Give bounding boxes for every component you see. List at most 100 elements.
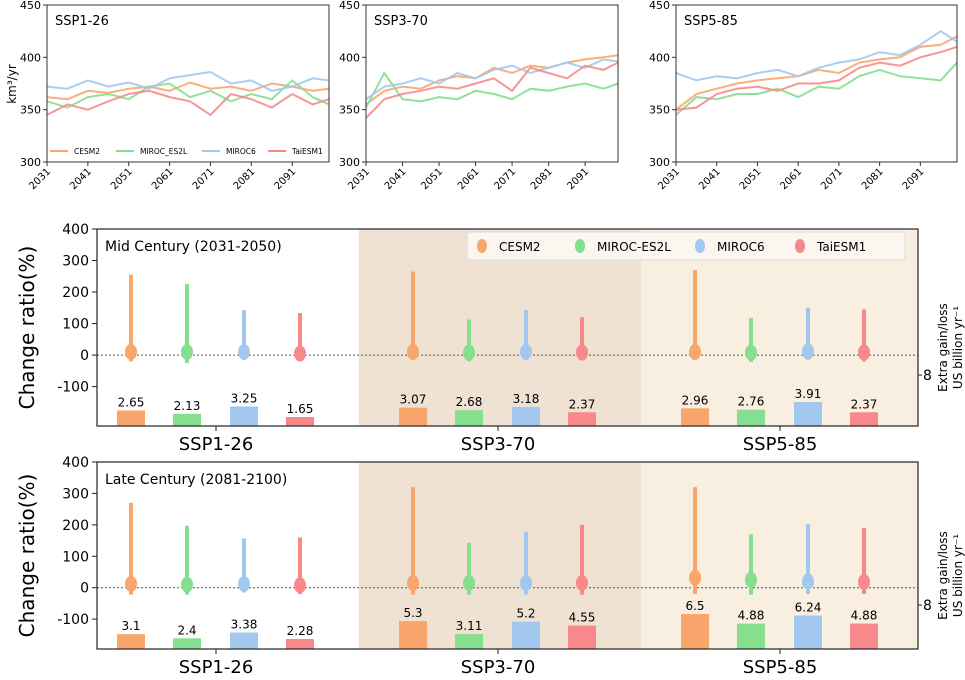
x-tick-label: SSP3-70 [461,657,536,676]
x-tick-label: 2031 [656,166,682,192]
x-tick-label: 2081 [232,166,258,192]
legend-marker [575,239,585,253]
median-dot-taiesm1 [576,344,588,361]
bar-value-label: 3.91 [795,387,822,401]
cost-bar-miroc-es2l [737,409,765,426]
x-tick-label: 2081 [529,166,555,192]
bar-value-label: 5.2 [516,607,535,621]
x-tick-label: 2041 [697,166,723,192]
median-dot-miroc6 [520,575,532,591]
cost-bar-cesm2 [117,634,145,649]
median-dot-miroc-es2l [463,344,475,361]
series-line-miroc_es2l [365,71,619,109]
x-tick-label: 2061 [150,166,176,192]
cost-bar-miroc-es2l [173,638,201,649]
y-tick-label: 0 [80,348,89,364]
bar-value-label: 5.3 [403,606,422,620]
y-tick-label: 400 [62,222,89,238]
y-tick-label: -100 [57,612,89,628]
cost-bar-miroc6 [512,621,540,649]
right-y-tick-label: 8 [923,368,932,384]
cost-bar-miroc6 [794,402,822,426]
x-tick-label: 2071 [492,166,518,192]
cost-bar-cesm2 [117,410,145,426]
bar-value-label: 2.37 [569,397,596,411]
y-tick-label: 300 [339,156,360,169]
bar-value-label: 2.13 [174,399,201,413]
series-line-miroc6 [675,30,958,82]
y-axis-label: km³/yr [5,64,19,104]
median-dot-cesm2 [125,343,137,360]
right-axis-label-line1: Extra gain/loss [936,531,950,620]
series-line-cesm2 [675,35,958,111]
bar-value-label: 1.65 [287,402,314,416]
cost-bar-miroc6 [230,406,258,426]
series-line-taiesm1 [365,61,619,119]
shade-ssp3-70 [359,462,641,649]
median-dot-miroc-es2l [745,344,757,361]
y-tick-label: 400 [20,51,41,64]
shade-ssp3-70 [359,229,641,426]
series-line-taiesm1 [675,45,958,111]
cost-bar-cesm2 [399,407,427,426]
bar-value-label: 3.38 [231,617,258,631]
y-tick-label: 350 [649,104,670,117]
median-dot-miroc-es2l [745,571,757,588]
legend-marker [477,239,487,253]
shade-ssp5-85 [641,229,918,426]
cost-bar-taiesm1 [850,623,878,649]
x-tick-label: SSP5-85 [743,434,818,455]
x-tick-label: SSP1-26 [179,657,254,676]
panel-title: SSP3-70 [374,14,428,29]
right-y-tick-label: 8 [923,598,932,614]
panel-frame [96,461,919,650]
y-tick-label: 0 [80,581,89,597]
panel-frame [675,4,958,163]
bar-value-label: 4.55 [569,611,596,625]
x-tick-label: 2091 [273,166,299,192]
panel-title: SSP5-85 [684,14,738,29]
legend-box [466,231,906,261]
series-line-miroc_es2l [46,79,330,109]
series-line-cesm2 [365,54,619,106]
bar-value-label: 2.65 [118,395,145,409]
median-dot-miroc6 [802,343,814,360]
median-dot-taiesm1 [294,577,306,594]
y-tick-label: 300 [20,156,41,169]
cost-bar-taiesm1 [286,639,314,649]
median-dot-miroc6 [238,575,250,592]
median-dot-cesm2 [689,569,701,586]
median-dot-cesm2 [407,343,419,360]
median-dot-miroc-es2l [181,576,193,593]
cost-bar-taiesm1 [286,417,314,426]
cost-bar-taiesm1 [568,625,596,649]
x-tick-label: 2051 [109,166,135,192]
y-axis-label: Change ratio(%) [15,246,39,410]
right-axis-label-line2: US billion yr⁻¹ [951,306,965,389]
y-tick-label: 400 [339,51,360,64]
bar-value-label: 2.4 [177,623,196,637]
bar-value-label: 6.24 [795,601,822,615]
right-axis-label-line2: US billion yr⁻¹ [951,534,965,617]
x-tick-label: SSP1-26 [179,434,254,455]
median-dot-cesm2 [407,575,419,591]
y-tick-label: 450 [339,0,360,12]
y-tick-label: 400 [649,51,670,64]
x-tick-label: 2031 [346,166,372,192]
cost-bar-taiesm1 [850,412,878,426]
x-tick-label: 2091 [565,166,591,192]
cost-bar-cesm2 [399,621,427,649]
y-tick-label: 300 [649,156,670,169]
y-axis-label: Change ratio(%) [15,474,39,638]
median-dot-taiesm1 [576,575,588,591]
median-dot-taiesm1 [294,345,306,362]
panel-title: Late Century (2081-2100) [105,472,287,488]
y-tick-label: 200 [62,285,89,301]
right-axis-label-line1: Extra gain/loss [936,303,950,392]
cost-bar-miroc-es2l [455,634,483,649]
panel-frame [365,4,619,163]
bar-value-label: 2.28 [287,624,314,638]
x-tick-label: 2041 [383,166,409,192]
median-dot-miroc6 [802,573,814,590]
